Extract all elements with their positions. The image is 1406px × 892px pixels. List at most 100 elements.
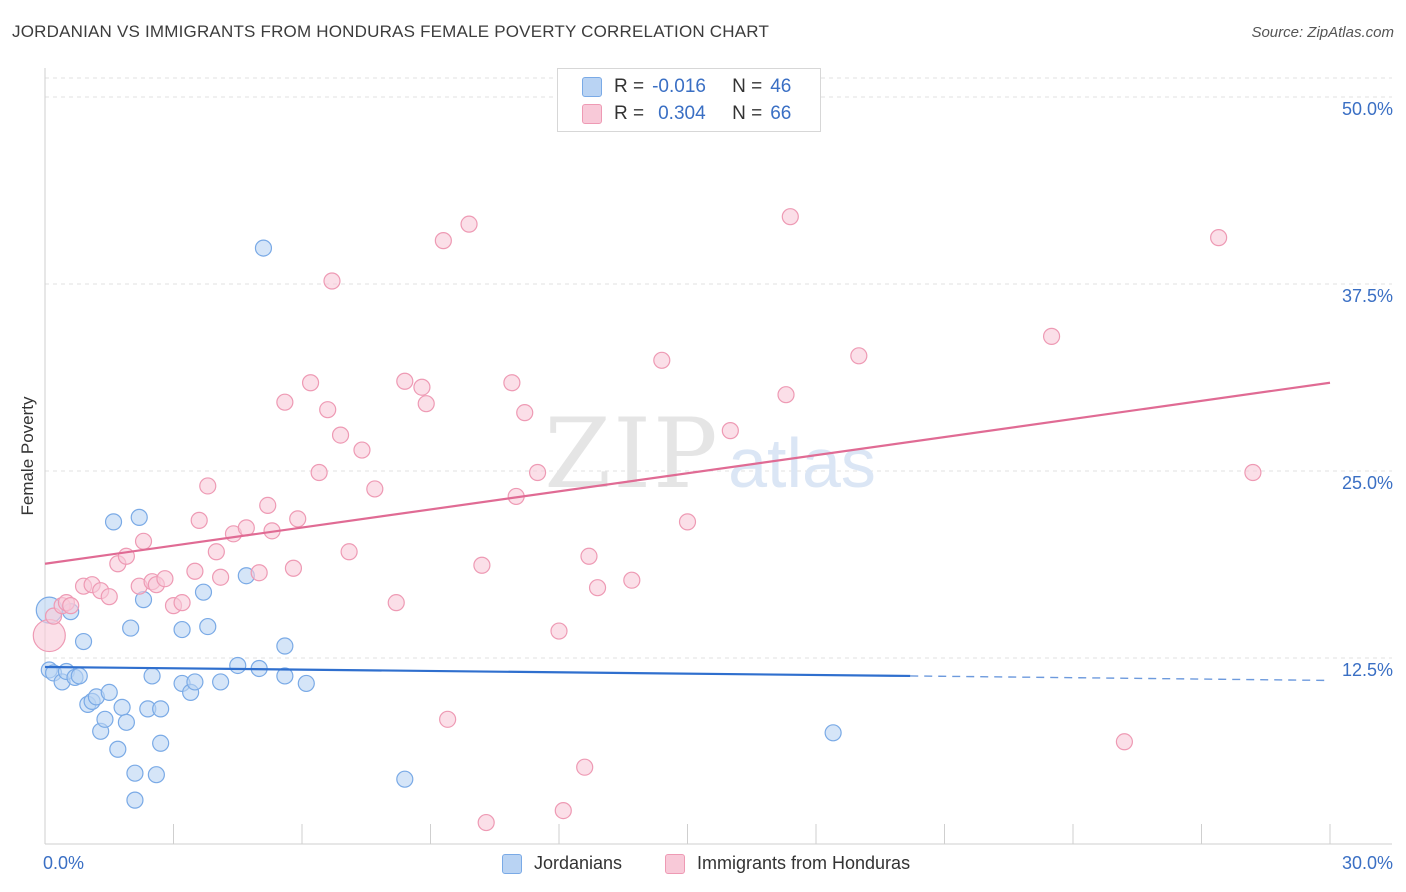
point-honduras [331, 426, 350, 444]
point-honduras [434, 232, 452, 250]
point-jordanians [212, 673, 230, 691]
trend-line-jordanians [44, 665, 911, 678]
y-tick-label: 12.5% [1342, 660, 1393, 680]
point-honduras [396, 372, 414, 390]
point-honduras [781, 208, 799, 226]
trend-line-jordanians-extrapolated [910, 675, 1331, 682]
point-honduras [319, 401, 337, 419]
point-jordanians [117, 713, 135, 731]
point-jordanians [126, 791, 144, 809]
point-honduras [190, 511, 208, 529]
point-honduras [212, 568, 230, 586]
point-honduras [199, 477, 217, 495]
stats-legend: R = -0.016 N = 46 R = 0.304 N = 66 [557, 68, 821, 132]
point-honduras [439, 710, 457, 728]
point-jordanians [199, 617, 217, 636]
watermark-atlas: atlas [728, 424, 876, 502]
legend-n-value: 46 [770, 76, 792, 97]
series-legend-label: Jordanians [534, 853, 623, 873]
legend-row-honduras: R = 0.304 N = 66 [582, 102, 791, 126]
point-honduras [366, 480, 384, 498]
point-jordanians [143, 667, 161, 685]
point-honduras [259, 496, 277, 515]
point-honduras [250, 564, 268, 582]
point-honduras [473, 556, 491, 574]
point-honduras [528, 463, 547, 482]
point-honduras [32, 618, 66, 653]
axes [44, 68, 1392, 845]
point-honduras [207, 543, 225, 561]
point-honduras [653, 351, 671, 369]
point-honduras [289, 510, 307, 528]
point-honduras [721, 422, 739, 440]
trend-line-honduras [44, 381, 1331, 565]
point-honduras [62, 597, 80, 615]
point-jordanians [152, 734, 170, 752]
point-jordanians [122, 619, 140, 637]
point-honduras [417, 395, 435, 413]
point-honduras [413, 378, 431, 396]
point-jordanians [70, 667, 88, 685]
series-legend-honduras: Immigrants from Honduras [665, 853, 910, 874]
watermark: ZIP atlas [544, 398, 876, 510]
point-honduras [554, 801, 572, 820]
point-honduras [850, 347, 868, 365]
point-honduras [460, 215, 478, 233]
tick-labels: 12.5% 25.0% 37.5% 50.0% 0.0% 30.0% [43, 99, 1393, 873]
legend-r-label: R = [614, 76, 645, 97]
legend-n-value: 66 [770, 103, 792, 124]
y-tick-label: 50.0% [1342, 99, 1393, 119]
point-jordanians [173, 620, 191, 639]
point-honduras [477, 813, 495, 832]
point-honduras [777, 386, 795, 404]
y-tick-label: 25.0% [1342, 473, 1393, 493]
legend-r-value: 0.304 [658, 103, 706, 124]
point-honduras [1210, 229, 1228, 247]
point-honduras [301, 374, 320, 392]
point-honduras [323, 272, 341, 290]
legend-n-label: N = [732, 103, 763, 124]
point-honduras [503, 374, 521, 392]
point-honduras [237, 519, 255, 537]
point-jordanians [824, 724, 842, 742]
data-points [32, 208, 1262, 832]
point-jordanians [297, 674, 315, 693]
series-swatch-honduras [665, 853, 685, 874]
point-honduras [678, 513, 697, 531]
point-honduras [186, 562, 204, 580]
point-jordanians [109, 740, 127, 758]
point-honduras [353, 441, 371, 459]
legend-n-label: N = [732, 76, 763, 97]
point-honduras [156, 570, 174, 588]
point-honduras [284, 559, 303, 577]
legend-row-jordanians: R = -0.016 N = 46 [582, 75, 791, 99]
point-jordanians [130, 508, 148, 526]
point-honduras [1115, 733, 1134, 751]
point-jordanians [104, 513, 123, 531]
x-tick-label: 0.0% [43, 853, 84, 873]
point-jordanians [396, 770, 414, 788]
legend-swatch-jordanians [582, 77, 602, 97]
point-honduras [516, 404, 534, 422]
point-honduras [576, 758, 594, 776]
point-honduras [134, 532, 153, 550]
point-honduras [623, 571, 641, 589]
point-jordanians [229, 656, 247, 675]
x-tick-label: 30.0% [1342, 853, 1393, 873]
point-jordanians [186, 673, 204, 691]
point-jordanians [96, 710, 114, 728]
point-honduras [387, 594, 405, 612]
point-honduras [173, 594, 191, 612]
legend-r-label: R = [614, 103, 645, 124]
point-honduras [100, 588, 118, 606]
series-legend-label: Immigrants from Honduras [697, 853, 911, 873]
source-label: Source: ZipAtlas.com [1251, 24, 1394, 41]
point-jordanians [147, 766, 165, 784]
point-honduras [550, 622, 568, 640]
point-honduras [1244, 463, 1262, 482]
trend-lines [44, 381, 1331, 682]
point-jordanians [126, 764, 144, 782]
chart-title: JORDANIAN VS IMMIGRANTS FROM HONDURAS FE… [12, 22, 770, 41]
series-legend: Jordanians Immigrants from Honduras [0, 851, 1406, 877]
